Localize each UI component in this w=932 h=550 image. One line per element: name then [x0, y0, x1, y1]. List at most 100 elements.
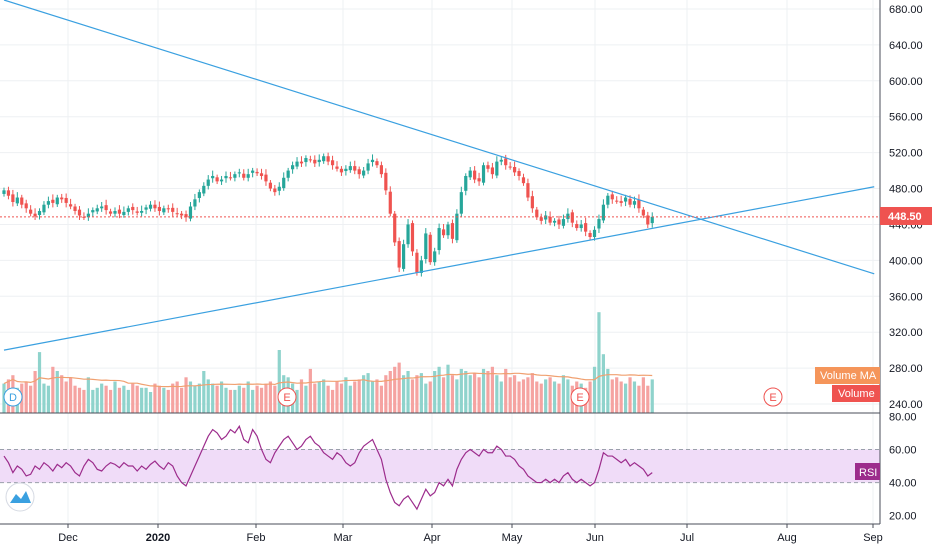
- volume-label: Volume: [838, 388, 875, 400]
- volume-bar: [624, 383, 628, 413]
- volume-bar: [264, 383, 268, 413]
- earnings-marker-aug[interactable]: E: [763, 387, 783, 407]
- candle-body: [108, 211, 113, 214]
- earnings-marker-feb[interactable]: E: [277, 387, 297, 407]
- volume-bar: [362, 375, 366, 413]
- candle-body: [308, 159, 312, 161]
- candle-body: [135, 211, 139, 213]
- volume-bar: [508, 377, 512, 413]
- volume-bar: [330, 389, 335, 413]
- volume-bar: [193, 385, 197, 413]
- candle-body: [437, 228, 441, 251]
- volume-bar: [37, 352, 42, 413]
- candle-body: [20, 197, 24, 205]
- candle-body: [100, 206, 104, 209]
- earnings-marker-may[interactable]: E: [570, 387, 590, 407]
- volume-bar: [450, 375, 455, 413]
- time-axis[interactable]: Dec 2020 Feb Mar Apr May Jun Jul Aug Sep: [58, 524, 883, 544]
- volume-bar: [113, 381, 117, 413]
- volume-bar: [104, 385, 108, 413]
- volume-bar: [148, 392, 153, 413]
- volume-bar: [157, 385, 161, 413]
- volume-bar: [95, 387, 99, 413]
- candle-body: [486, 165, 490, 169]
- candle-body: [188, 206, 193, 219]
- volume-bar: [153, 383, 157, 413]
- candle-body: [530, 196, 534, 209]
- candle-body: [51, 199, 55, 203]
- price-tick-label: 240.00: [889, 399, 923, 411]
- rsi-axis[interactable]: 80.00 60.00 40.00 20.00: [889, 411, 917, 522]
- candle-body: [113, 210, 117, 214]
- volume-bar: [504, 368, 508, 413]
- volume-bar: [255, 385, 259, 413]
- candle-body: [255, 171, 259, 174]
- candle-body: [73, 206, 77, 211]
- candle-body: [162, 208, 166, 213]
- candle-body: [415, 252, 419, 273]
- candle-body: [24, 203, 28, 209]
- dividend-marker[interactable]: D: [3, 387, 23, 407]
- rsi-tick-label: 20.00: [889, 511, 917, 523]
- tradingview-logo[interactable]: [5, 482, 35, 512]
- candle-body: [42, 204, 46, 213]
- candle-body: [637, 199, 641, 209]
- volume-bar: [233, 389, 237, 413]
- candle-body: [228, 177, 233, 179]
- candle-body: [468, 170, 472, 178]
- candle-body: [388, 191, 392, 214]
- volume-bar: [166, 389, 170, 413]
- volume-bar: [619, 381, 623, 413]
- candle-body: [557, 219, 561, 225]
- volume-bar: [428, 381, 432, 413]
- candle-body: [446, 224, 450, 236]
- candle-body: [375, 161, 379, 166]
- candle-body: [339, 168, 344, 173]
- candle-body: [517, 171, 521, 176]
- volume-bar: [357, 379, 361, 413]
- price-tick-label: 600.00: [889, 76, 923, 88]
- volume-bar: [29, 385, 33, 413]
- volume-bar: [468, 375, 472, 413]
- volume-bar: [246, 381, 250, 413]
- volume-bar: [597, 312, 601, 413]
- trendline-upper[interactable]: [3, 0, 875, 275]
- volume-bar: [366, 373, 370, 413]
- volume-bar: [308, 368, 312, 413]
- price-tick-label: 280.00: [889, 363, 923, 375]
- volume-bar: [530, 373, 534, 413]
- candle-body: [366, 163, 370, 171]
- price-axis[interactable]: 680.00640.00600.00560.00520.00480.00440.…: [889, 4, 923, 411]
- candle-body: [180, 213, 184, 216]
- volume-bar: [441, 377, 446, 413]
- volume-ma-tag: Volume MA: [815, 367, 880, 384]
- rsi-tag: RSI: [855, 463, 880, 480]
- volume-bar: [539, 383, 543, 413]
- dividend-marker-label: D: [9, 392, 17, 404]
- volume-bar: [51, 366, 55, 413]
- price-tick-label: 400.00: [889, 255, 923, 267]
- candle-body: [508, 166, 512, 168]
- candle-body: [579, 224, 583, 229]
- volume-bar: [486, 371, 490, 413]
- volume-bar: [610, 379, 614, 413]
- volume-bar: [628, 377, 632, 413]
- volume-bar: [402, 375, 406, 413]
- candle-body: [584, 223, 588, 232]
- candle-body: [197, 192, 201, 198]
- candle-body: [619, 201, 623, 203]
- rsi-pane: [0, 424, 880, 511]
- candle-body: [570, 212, 574, 223]
- volume-bar: [637, 385, 641, 413]
- candle-body: [153, 204, 157, 209]
- candle-body: [548, 216, 552, 223]
- candle-body: [419, 260, 423, 273]
- volume-bar: [251, 389, 255, 413]
- volume-bar: [548, 377, 552, 413]
- volume-tag: Volume: [832, 385, 880, 402]
- candle-body: [219, 179, 224, 182]
- trendline-lower[interactable]: [3, 186, 875, 351]
- candle-body: [544, 215, 548, 220]
- candle-body: [60, 197, 64, 200]
